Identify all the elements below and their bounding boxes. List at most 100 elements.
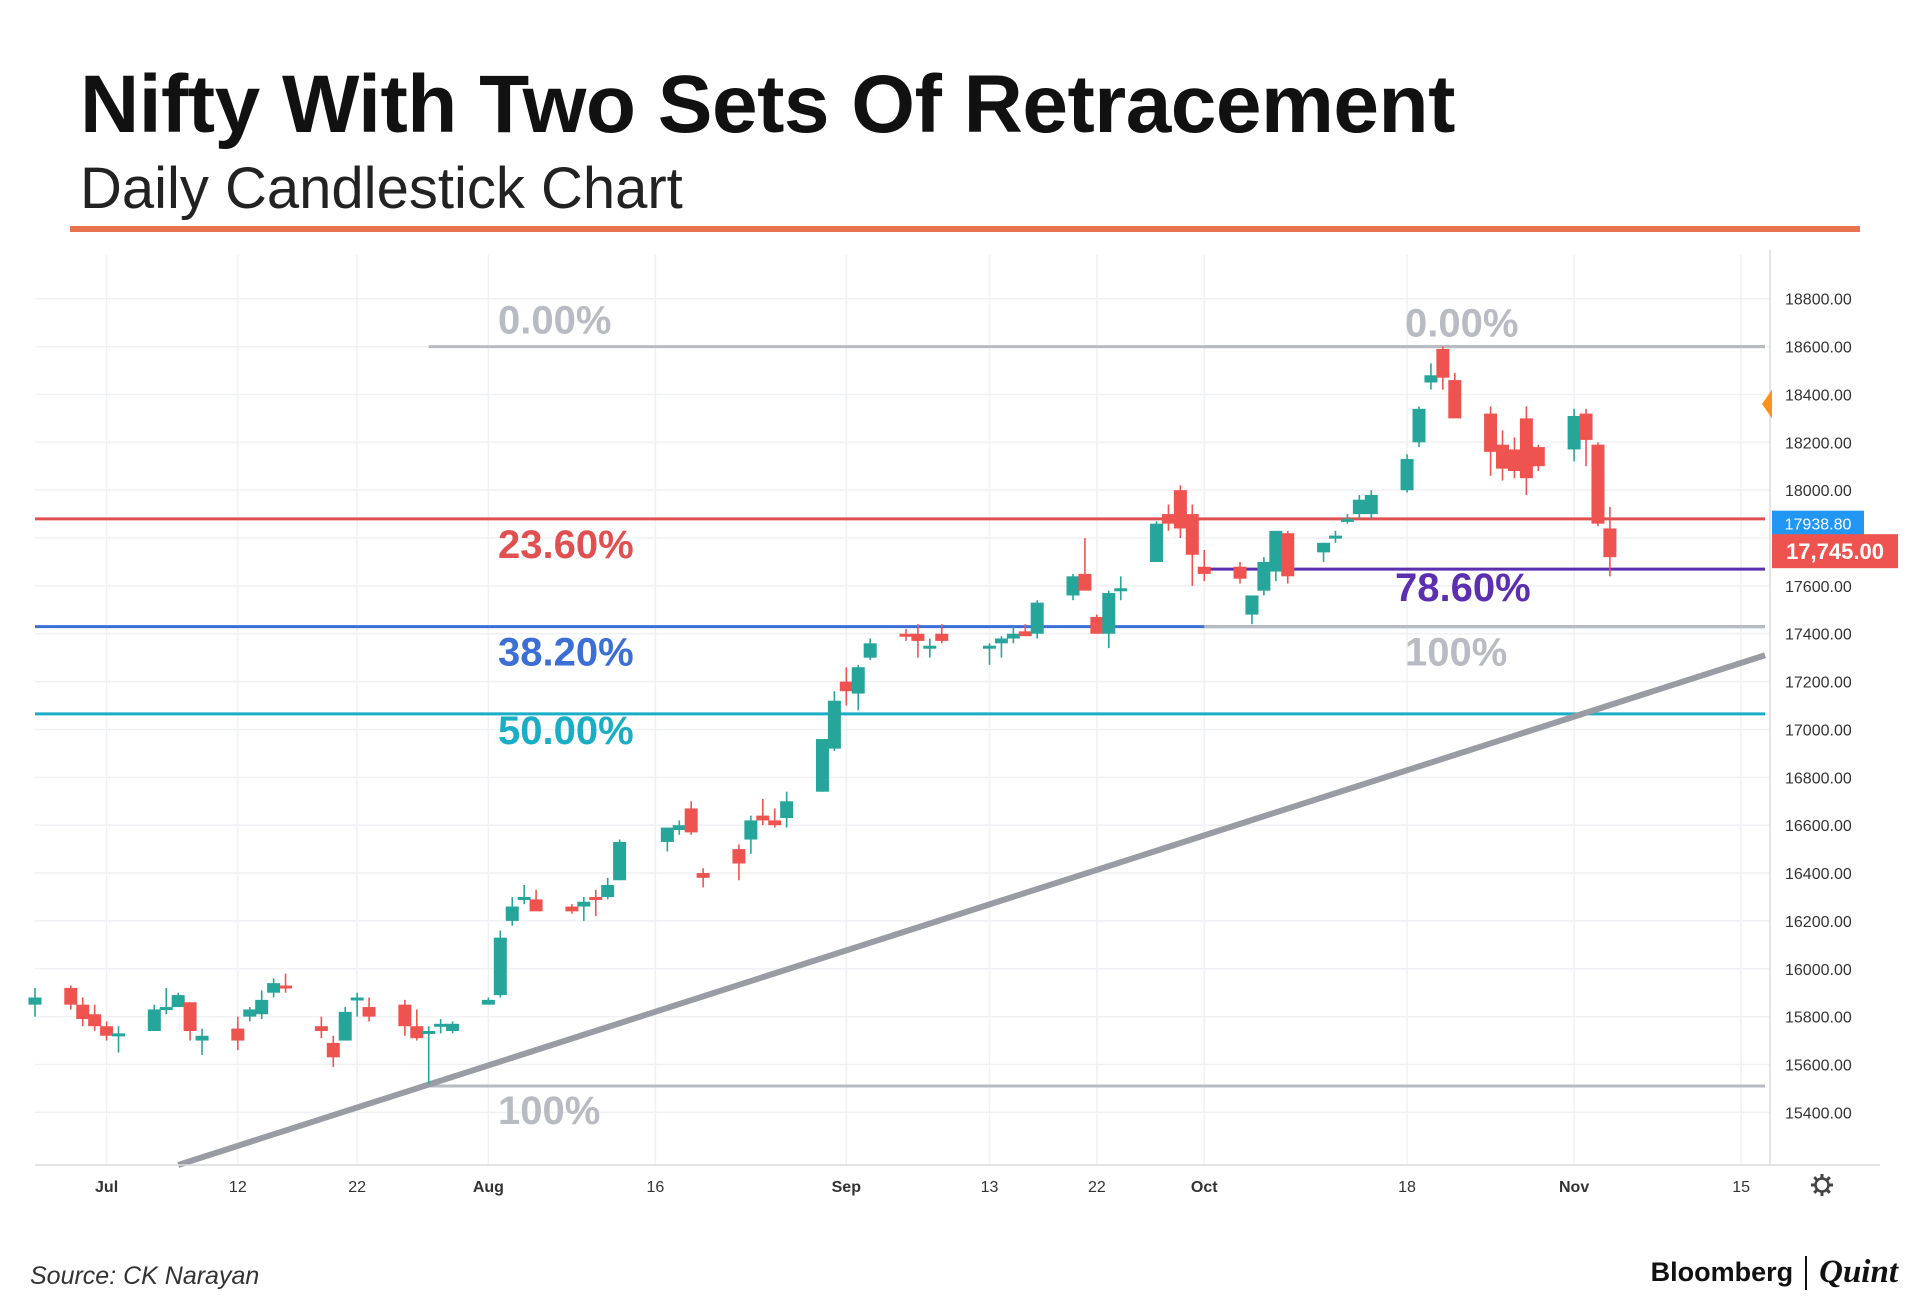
candle-body	[112, 1033, 126, 1037]
fib-levels	[35, 345, 1765, 1088]
candle-body	[935, 633, 949, 641]
fib-label: 78.60%	[1395, 566, 1531, 610]
candle-body	[195, 1035, 209, 1041]
candle-body	[28, 997, 42, 1005]
candle-body	[1484, 413, 1498, 452]
candle-body	[100, 1026, 114, 1036]
candlestick-chart: 15400.00 15600.00 15800.00 16000.00 16200.00…	[28, 250, 1898, 1196]
brand-quint: Quint	[1819, 1254, 1898, 1290]
candle-body	[1448, 380, 1462, 419]
y-tick-label: 17000.00	[1785, 722, 1852, 739]
trendline-group	[177, 652, 1766, 1168]
candle-body	[517, 896, 531, 900]
y-tick-label: 15400.00	[1785, 1105, 1852, 1122]
candle-body	[923, 645, 937, 649]
candle-body	[1328, 535, 1342, 539]
candle-body	[851, 667, 865, 694]
price-tag-box	[1772, 510, 1864, 537]
gear-icon[interactable]	[1811, 1174, 1833, 1196]
candle-body	[1197, 566, 1211, 574]
candle-body	[1496, 444, 1510, 469]
candle-body	[64, 987, 78, 1005]
candle-body	[1412, 408, 1426, 443]
candle-body	[267, 983, 281, 993]
source-note: Source: CK Narayan	[30, 1262, 260, 1290]
candle-body	[1317, 542, 1331, 553]
candle-body	[1507, 449, 1521, 472]
candle-body	[493, 937, 507, 996]
candle-body	[1066, 576, 1080, 596]
x-tick-label: Aug	[473, 1179, 504, 1196]
candle-body	[696, 873, 710, 878]
candle-body	[279, 985, 293, 989]
candle-body	[613, 841, 627, 881]
candle-body	[744, 820, 758, 840]
candle-body	[159, 1007, 173, 1011]
candle-body	[1567, 415, 1581, 450]
candle-body	[255, 999, 269, 1015]
candle-body	[76, 1004, 90, 1020]
y-tick-label: 18400.00	[1785, 387, 1852, 404]
candle-body	[481, 999, 495, 1005]
candle-body	[1090, 616, 1104, 634]
fib-label: 50.00%	[498, 709, 634, 753]
candle-body	[732, 849, 746, 864]
candle-body	[231, 1028, 245, 1041]
y-tick-label: 17200.00	[1785, 675, 1852, 692]
y-tick-label: 18600.00	[1785, 340, 1852, 357]
candle-body	[1257, 561, 1271, 591]
candle-body	[1114, 588, 1128, 592]
price-tag-label: 17938.80	[1785, 516, 1852, 533]
axes: 15400.00 15600.00 15800.00 16000.00 16200.00…	[35, 250, 1880, 1196]
candle-body	[422, 1030, 436, 1034]
y-tick-label: 18200.00	[1785, 435, 1852, 452]
fib-label: 23.60%	[498, 523, 634, 567]
candle-body	[911, 633, 925, 641]
candle-body	[672, 825, 686, 830]
x-tick-label: 22	[348, 1179, 366, 1196]
candle-body	[1018, 631, 1032, 637]
candle-body	[171, 995, 185, 1008]
candle-body	[994, 638, 1008, 644]
candle-body	[446, 1023, 460, 1031]
candle-body	[338, 1011, 352, 1041]
candle-body	[1150, 523, 1164, 562]
candle-body	[768, 820, 782, 826]
fib-label: 38.20%	[498, 631, 634, 675]
candle-body	[529, 899, 543, 912]
y-tick-label: 16000.00	[1785, 962, 1852, 979]
candle-body	[815, 739, 829, 792]
price-tag-label: 17,745.00	[1786, 539, 1884, 564]
candle-body	[565, 906, 579, 912]
x-tick-label: Nov	[1559, 1179, 1589, 1196]
candles	[28, 346, 1617, 1084]
candle-body	[326, 1042, 340, 1058]
candle-body	[982, 645, 996, 649]
candle-body	[1424, 375, 1438, 383]
brand-separator	[1805, 1255, 1808, 1290]
candle-body	[1078, 573, 1092, 591]
candle-body	[863, 643, 877, 658]
chart-title: Nifty With Two Sets Of Retracement	[80, 59, 1455, 150]
grid	[35, 255, 1770, 1165]
candle-body	[1340, 518, 1354, 522]
y-tick-label: 18800.00	[1785, 292, 1852, 309]
candle-body	[827, 700, 841, 749]
brand-bloomberg: Bloomberg	[1650, 1257, 1794, 1287]
candle-body	[1173, 490, 1187, 529]
y-tick-label: 17400.00	[1785, 627, 1852, 644]
y-tick-label: 15800.00	[1785, 1010, 1852, 1027]
candle-body	[398, 1004, 412, 1027]
candle-body	[1591, 444, 1605, 524]
candle-body	[350, 997, 364, 1001]
x-tick-label: 22	[1088, 1179, 1106, 1196]
candle-body	[1245, 595, 1259, 615]
candle-body	[1531, 447, 1545, 467]
candle-body	[1400, 459, 1414, 491]
price-tags: 17938.80 17,745.00	[1772, 510, 1898, 569]
candle-body	[410, 1026, 424, 1039]
trendline	[177, 652, 1766, 1168]
x-tick-label: 12	[229, 1179, 247, 1196]
fib-label: 0.00%	[1405, 302, 1518, 346]
chart-subtitle: Daily Candlestick Chart	[80, 156, 683, 221]
